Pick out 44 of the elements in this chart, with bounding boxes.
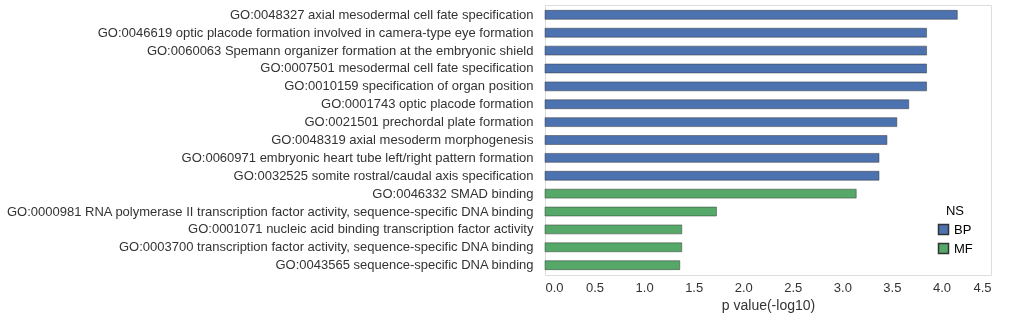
x-axis-title: p value(-log10) [721,296,816,313]
y-tick-label: GO:0048327 axial mesodermal cell fate specification [230,6,534,22]
bar [544,135,888,145]
y-tick-label: GO:0046619 optic placode formation involved in camera-type eye formation [97,24,534,40]
x-tick-label: 0.5 [586,279,605,295]
y-tick-label: GO:0001743 optic placode formation [321,96,534,112]
y-tick-label: GO:0003700 transcription factor activity, sequence-specific DNA binding [118,239,534,255]
x-tick-label: 3.5 [883,279,902,295]
bar [544,10,958,20]
y-tick-label: GO:0043565 sequence-specific DNA binding [275,257,534,273]
x-tick-label: 1.0 [635,279,654,295]
x-tick-label: 0.0 [545,279,564,295]
bar [544,99,910,110]
bar [544,170,880,181]
y-tick-label: GO:0060063 Spemann organizer formation at the embryonic shield [146,42,534,58]
y-tick-label: GO:0001071 nucleic acid binding transcription factor activity [188,221,534,237]
x-tick-label: 3.0 [833,279,852,295]
bar [544,27,927,38]
x-tick-label: 4.0 [932,279,951,295]
y-tick-label: GO:0021501 prechordal plate formation [304,114,534,130]
y-tick-label: GO:0010159 specification of organ position [284,78,534,94]
bar [544,117,898,127]
bar [544,188,857,199]
y-tick-label: GO:0060971 embryonic heart tube left/right pattern formation [181,149,534,165]
y-tick-label: GO:0046332 SMAD binding [372,185,534,201]
y-tick-label: GO:0048319 axial mesoderm morphogenesis [271,132,534,147]
bar [544,153,880,163]
x-tick-label: 4.5 [973,279,992,295]
bar [544,81,927,92]
bar [544,45,927,56]
x-tick-label: 2.5 [784,279,803,295]
legend-title: NS [945,203,965,218]
y-tick-label: GO:0000981 RNA polymerase II transcription factor activity, sequence-specific DNA binding [6,203,534,219]
bar [544,242,683,253]
y-tick-label: GO:0032525 somite rostral/caudal axis specification [233,167,534,183]
bar [544,206,717,217]
bar [544,63,927,74]
bar [544,260,681,270]
legend-label: BP [954,221,972,237]
legend-label: MF [954,240,973,256]
bar [544,224,683,235]
y-tick-label: GO:0007501 mesodermal cell fate specification [260,60,534,76]
x-tick-label: 1.5 [685,279,704,295]
x-tick-label: 2.0 [734,279,753,295]
